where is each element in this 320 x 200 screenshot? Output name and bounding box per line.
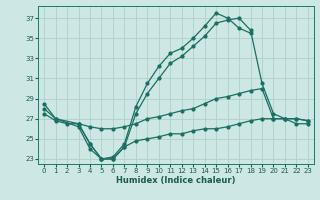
X-axis label: Humidex (Indice chaleur): Humidex (Indice chaleur) xyxy=(116,176,236,185)
